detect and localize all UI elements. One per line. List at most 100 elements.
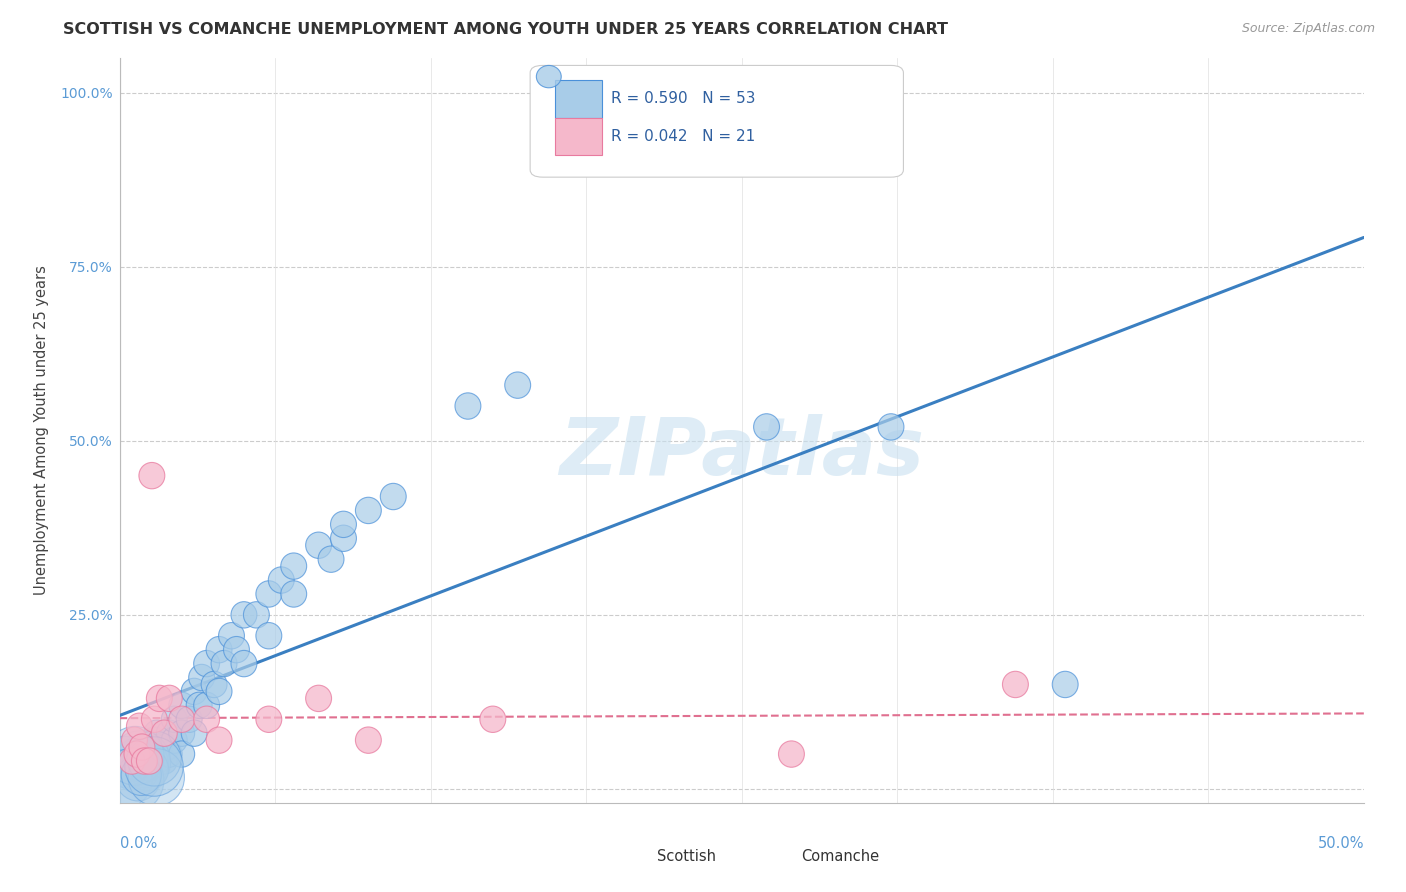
- Ellipse shape: [269, 566, 294, 593]
- Ellipse shape: [121, 727, 148, 754]
- Ellipse shape: [128, 731, 181, 786]
- Y-axis label: Unemployment Among Youth under 25 years: Unemployment Among Youth under 25 years: [34, 266, 49, 595]
- Ellipse shape: [186, 692, 212, 719]
- Text: ZIPatlas: ZIPatlas: [560, 414, 924, 491]
- Text: Comanche: Comanche: [801, 849, 880, 864]
- Ellipse shape: [536, 65, 561, 87]
- Ellipse shape: [188, 665, 215, 690]
- Ellipse shape: [380, 483, 406, 509]
- Ellipse shape: [131, 747, 157, 774]
- Ellipse shape: [136, 747, 162, 774]
- FancyBboxPatch shape: [758, 846, 794, 868]
- Text: Scottish: Scottish: [657, 849, 716, 864]
- Ellipse shape: [136, 755, 162, 781]
- Text: R = 0.590   N = 53: R = 0.590 N = 53: [612, 92, 755, 106]
- Ellipse shape: [176, 706, 202, 732]
- Ellipse shape: [110, 731, 170, 793]
- Ellipse shape: [356, 497, 381, 524]
- Ellipse shape: [330, 511, 357, 538]
- Ellipse shape: [146, 685, 173, 712]
- Ellipse shape: [256, 581, 281, 607]
- Ellipse shape: [194, 650, 219, 677]
- Ellipse shape: [162, 727, 187, 754]
- Ellipse shape: [127, 747, 169, 791]
- Ellipse shape: [281, 581, 307, 607]
- Ellipse shape: [127, 747, 152, 774]
- Ellipse shape: [156, 741, 183, 767]
- Ellipse shape: [779, 741, 804, 767]
- Ellipse shape: [124, 755, 150, 781]
- Ellipse shape: [207, 637, 232, 663]
- Text: R = 0.042   N = 21: R = 0.042 N = 21: [612, 128, 755, 144]
- Ellipse shape: [356, 727, 381, 754]
- Ellipse shape: [207, 727, 232, 754]
- Ellipse shape: [156, 720, 183, 747]
- Ellipse shape: [305, 532, 332, 558]
- Ellipse shape: [218, 623, 245, 648]
- Ellipse shape: [181, 720, 207, 747]
- Ellipse shape: [129, 741, 155, 767]
- Ellipse shape: [479, 706, 506, 732]
- Ellipse shape: [143, 720, 170, 747]
- Ellipse shape: [131, 762, 157, 789]
- Ellipse shape: [120, 747, 145, 774]
- Ellipse shape: [243, 602, 270, 628]
- Ellipse shape: [153, 734, 180, 760]
- Ellipse shape: [127, 713, 152, 739]
- Ellipse shape: [169, 720, 194, 747]
- Ellipse shape: [139, 741, 165, 767]
- Ellipse shape: [169, 692, 194, 719]
- Ellipse shape: [156, 685, 183, 712]
- Ellipse shape: [194, 706, 219, 732]
- Ellipse shape: [114, 736, 169, 792]
- Ellipse shape: [129, 734, 155, 760]
- Ellipse shape: [1052, 672, 1078, 698]
- Ellipse shape: [146, 734, 173, 760]
- Ellipse shape: [101, 748, 165, 813]
- FancyBboxPatch shape: [555, 118, 602, 155]
- Ellipse shape: [143, 747, 170, 774]
- Ellipse shape: [131, 734, 157, 760]
- Ellipse shape: [120, 762, 145, 789]
- FancyBboxPatch shape: [614, 846, 651, 868]
- Ellipse shape: [142, 727, 167, 754]
- Ellipse shape: [105, 726, 165, 785]
- Ellipse shape: [124, 741, 150, 767]
- Text: Source: ZipAtlas.com: Source: ZipAtlas.com: [1241, 22, 1375, 36]
- Text: 50.0%: 50.0%: [1317, 837, 1364, 851]
- Ellipse shape: [100, 736, 150, 788]
- Ellipse shape: [231, 650, 257, 677]
- Text: 0.0%: 0.0%: [120, 837, 156, 851]
- Ellipse shape: [194, 692, 219, 719]
- Ellipse shape: [318, 546, 344, 573]
- FancyBboxPatch shape: [530, 65, 904, 178]
- Ellipse shape: [115, 756, 160, 801]
- Ellipse shape: [224, 637, 249, 663]
- Ellipse shape: [456, 392, 481, 419]
- Ellipse shape: [256, 623, 281, 648]
- Ellipse shape: [1002, 672, 1028, 698]
- Ellipse shape: [139, 462, 165, 489]
- Ellipse shape: [162, 706, 187, 732]
- Ellipse shape: [152, 720, 177, 747]
- Ellipse shape: [152, 747, 177, 774]
- Ellipse shape: [281, 553, 307, 579]
- Ellipse shape: [121, 755, 162, 796]
- Ellipse shape: [201, 672, 226, 698]
- Ellipse shape: [128, 748, 184, 806]
- Ellipse shape: [330, 525, 357, 551]
- Ellipse shape: [169, 741, 194, 767]
- Ellipse shape: [207, 678, 232, 705]
- FancyBboxPatch shape: [555, 80, 602, 118]
- Ellipse shape: [305, 685, 332, 712]
- Ellipse shape: [125, 737, 183, 797]
- Ellipse shape: [754, 414, 779, 440]
- Ellipse shape: [181, 678, 207, 705]
- Ellipse shape: [211, 650, 238, 677]
- Ellipse shape: [142, 706, 167, 732]
- Ellipse shape: [877, 414, 904, 440]
- Ellipse shape: [96, 749, 152, 808]
- Ellipse shape: [505, 372, 530, 399]
- Ellipse shape: [256, 706, 281, 732]
- Text: SCOTTISH VS COMANCHE UNEMPLOYMENT AMONG YOUTH UNDER 25 YEARS CORRELATION CHART: SCOTTISH VS COMANCHE UNEMPLOYMENT AMONG …: [63, 22, 948, 37]
